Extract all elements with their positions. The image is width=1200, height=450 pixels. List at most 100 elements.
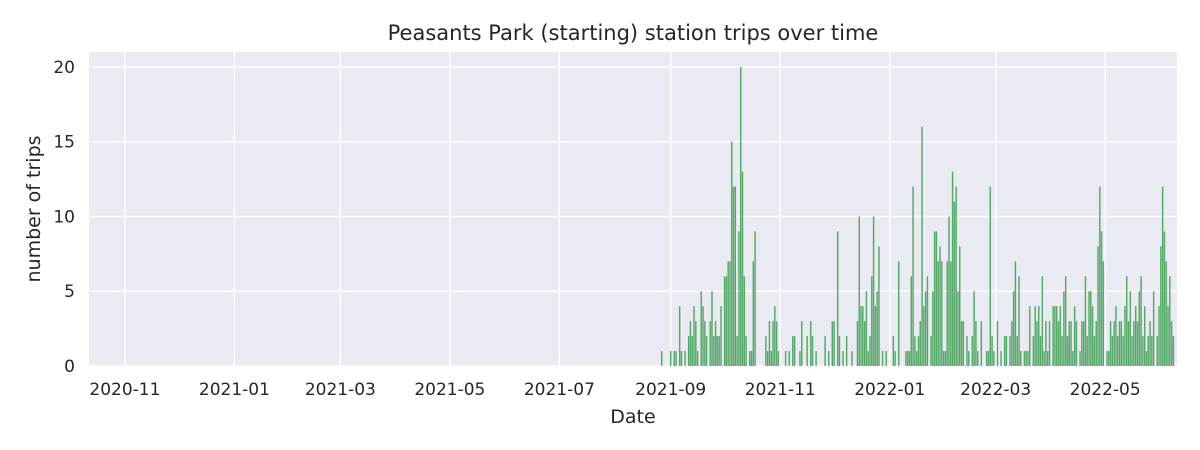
- bar: [1099, 186, 1101, 366]
- bar: [1047, 351, 1049, 366]
- bar: [858, 216, 860, 366]
- bar: [1020, 351, 1022, 366]
- bar: [1106, 351, 1108, 366]
- bar: [906, 351, 909, 366]
- bar: [673, 351, 676, 366]
- bar: [741, 171, 744, 366]
- bar: [1156, 336, 1158, 366]
- bar: [1127, 321, 1130, 366]
- bar: [987, 351, 990, 366]
- bar: [695, 321, 697, 366]
- bar: [1131, 336, 1133, 366]
- bar: [908, 351, 911, 366]
- bar: [1023, 351, 1026, 366]
- bar: [1172, 336, 1175, 366]
- bar: [836, 231, 839, 366]
- bar: [801, 321, 803, 366]
- bar: [962, 321, 965, 366]
- bar: [727, 261, 729, 366]
- bar: [921, 126, 923, 366]
- bar: [1163, 231, 1166, 366]
- bar: [1032, 336, 1035, 366]
- bar: [1054, 306, 1056, 366]
- bar: [894, 351, 896, 366]
- bar: [957, 291, 959, 366]
- bar: [772, 321, 774, 366]
- bar: [815, 351, 817, 366]
- bar: [1102, 261, 1105, 366]
- bar: [976, 351, 979, 366]
- bar: [1091, 306, 1094, 366]
- bar: [937, 261, 939, 366]
- bar: [1009, 336, 1011, 366]
- bar: [1122, 336, 1124, 366]
- bar: [1045, 321, 1047, 366]
- bar: [872, 216, 875, 366]
- bar: [1149, 321, 1151, 366]
- bar: [1160, 246, 1162, 366]
- bar: [1039, 336, 1042, 366]
- bar: [932, 291, 934, 366]
- bar: [915, 351, 918, 366]
- bar: [1043, 351, 1045, 366]
- bar: [811, 336, 814, 366]
- bar: [871, 276, 873, 366]
- bar: [678, 306, 681, 366]
- bar: [912, 186, 914, 366]
- bar: [869, 336, 871, 366]
- bar: [736, 336, 738, 366]
- bar: [734, 186, 737, 366]
- bar: [968, 351, 970, 366]
- bar: [942, 351, 945, 366]
- bar: [777, 351, 780, 366]
- bar: [881, 351, 884, 366]
- bar: [950, 261, 952, 366]
- bar: [770, 351, 772, 366]
- bar: [705, 336, 708, 366]
- bar: [1140, 276, 1142, 366]
- bar: [1169, 276, 1171, 366]
- bar: [1061, 336, 1063, 366]
- bar: [1124, 306, 1126, 366]
- bar: [960, 321, 963, 366]
- bar: [878, 246, 880, 366]
- bar: [799, 351, 801, 366]
- bar: [851, 351, 853, 366]
- bar: [1147, 336, 1149, 366]
- bar: [1118, 321, 1121, 366]
- bar: [1100, 231, 1103, 366]
- bar: [865, 291, 868, 366]
- bar: [1170, 321, 1173, 366]
- bar: [989, 186, 991, 366]
- bar: [745, 336, 747, 366]
- bar: [1143, 306, 1146, 366]
- bar: [1000, 351, 1002, 366]
- tick-labels: 0 5 10 15 20 2020-11 2021-01 2021-03 2021-05 2021…: [53, 58, 1140, 400]
- bar: [991, 336, 993, 366]
- x-tick-label: 2021-07: [524, 380, 595, 400]
- bar: [1165, 261, 1167, 366]
- bar: [680, 351, 683, 366]
- bar: [1093, 336, 1096, 366]
- bar: [1041, 276, 1044, 366]
- bar: [939, 246, 941, 366]
- chart-title: Peasants Park (starting) station trips o…: [388, 21, 879, 45]
- bar: [1018, 276, 1020, 366]
- bar: [687, 336, 690, 366]
- bar: [723, 276, 726, 366]
- bar: [845, 336, 848, 366]
- x-tick-label: 2021-09: [635, 380, 706, 400]
- bar: [1115, 306, 1117, 366]
- bar: [827, 351, 830, 366]
- bar: [709, 321, 711, 366]
- bar: [1161, 186, 1164, 366]
- bar: [1012, 291, 1015, 366]
- bar: [1095, 321, 1097, 366]
- bar: [842, 351, 844, 366]
- bar: [1090, 291, 1092, 366]
- bar: [892, 336, 895, 366]
- bar: [1027, 351, 1029, 366]
- bar: [966, 336, 968, 366]
- x-tick-label: 2021-01: [199, 380, 270, 400]
